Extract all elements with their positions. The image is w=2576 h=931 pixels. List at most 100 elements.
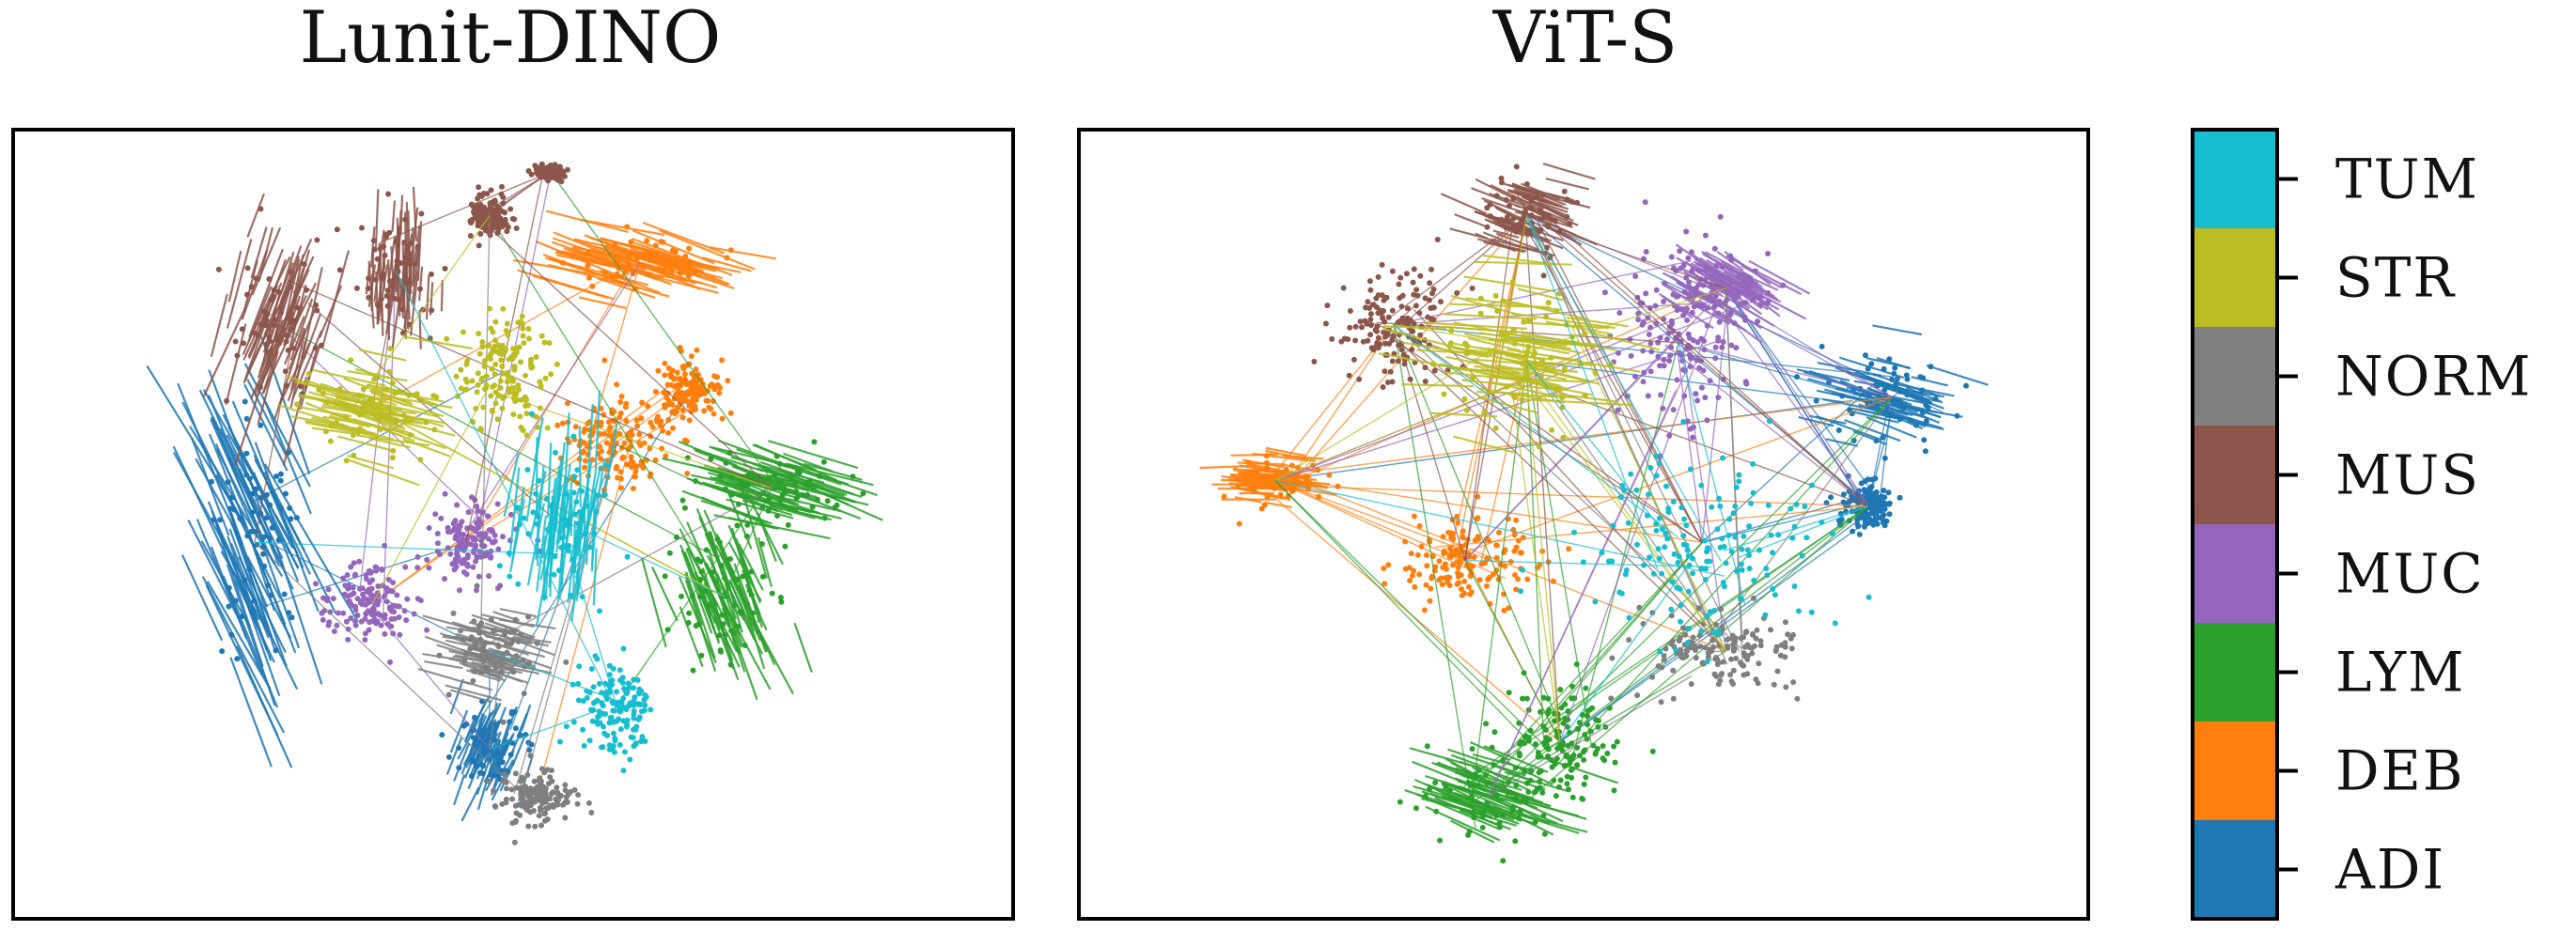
streak-mus xyxy=(1521,194,1567,216)
point-str xyxy=(386,368,393,375)
streak-adi xyxy=(1926,364,1989,386)
point-tum xyxy=(1678,618,1683,625)
point-tum xyxy=(579,488,585,494)
point-muc xyxy=(362,630,368,637)
connection-norm xyxy=(1488,675,1693,798)
point-deb xyxy=(637,442,644,448)
point-muc xyxy=(451,527,457,534)
point-adi xyxy=(277,471,284,477)
connection-mus xyxy=(1525,236,1561,742)
point-adi xyxy=(1819,343,1825,349)
streak-str xyxy=(313,368,386,387)
point-muc xyxy=(1666,432,1673,439)
point-tum xyxy=(559,535,566,541)
streak-mus xyxy=(1542,163,1596,180)
point-deb xyxy=(614,252,620,258)
point-mus xyxy=(278,309,285,316)
streak-str xyxy=(347,370,408,382)
point-deb xyxy=(656,266,663,272)
point-deb xyxy=(589,457,596,463)
point-mus xyxy=(1528,197,1535,204)
point-str xyxy=(387,346,394,351)
point-mus xyxy=(1506,203,1512,209)
point-muc xyxy=(426,525,432,531)
connection-mus xyxy=(1397,340,1466,561)
point-norm xyxy=(1757,643,1764,649)
point-muc xyxy=(1711,245,1718,252)
point-muc xyxy=(461,537,467,544)
point-norm xyxy=(508,786,515,793)
streak-adi xyxy=(449,709,469,753)
point-deb xyxy=(1484,582,1490,589)
point-muc xyxy=(1685,255,1692,261)
streak-str xyxy=(1490,380,1557,398)
point-str xyxy=(1575,323,1582,330)
point-mus xyxy=(564,166,570,173)
point-mus xyxy=(1340,285,1347,291)
point-norm xyxy=(499,669,505,675)
point-lym xyxy=(1484,780,1491,786)
point-mus xyxy=(301,261,307,268)
point-str xyxy=(382,386,389,393)
point-mus xyxy=(258,321,264,328)
point-norm xyxy=(470,677,476,684)
point-tum xyxy=(575,520,581,527)
point-tum xyxy=(1571,529,1577,535)
streak-lym xyxy=(651,566,679,622)
point-tum xyxy=(631,711,637,717)
point-norm xyxy=(503,785,509,792)
point-str xyxy=(1463,350,1470,357)
point-norm xyxy=(510,669,517,675)
point-tum xyxy=(545,526,552,533)
point-deb xyxy=(658,239,664,245)
point-deb xyxy=(645,248,651,255)
point-lym xyxy=(1649,748,1656,754)
point-tum xyxy=(1746,523,1753,530)
connection-deb xyxy=(371,380,687,605)
point-mus xyxy=(417,286,423,292)
point-muc xyxy=(1670,407,1677,413)
point-deb xyxy=(1421,607,1428,613)
streak-tum xyxy=(585,472,597,535)
point-str xyxy=(336,387,343,394)
streak-deb xyxy=(1265,446,1307,458)
point-lym xyxy=(1525,789,1532,795)
point-str xyxy=(389,455,396,461)
point-tum xyxy=(610,700,617,706)
point-muc xyxy=(1681,307,1688,313)
point-deb xyxy=(621,440,628,446)
scatter-marks-lunit-dino xyxy=(146,161,883,846)
point-mus xyxy=(244,265,251,272)
point-mus xyxy=(283,338,289,345)
point-mus xyxy=(1513,163,1520,170)
point-deb xyxy=(1444,579,1451,585)
point-norm xyxy=(1636,604,1643,611)
connection-mus xyxy=(482,221,773,489)
point-muc xyxy=(1684,317,1691,323)
point-mus xyxy=(402,216,409,223)
point-lym xyxy=(698,568,705,575)
point-adi xyxy=(243,415,250,422)
streak-adi xyxy=(1859,398,1928,420)
point-tum xyxy=(588,666,595,672)
point-lym xyxy=(794,469,801,474)
point-muc xyxy=(434,531,441,536)
point-adi xyxy=(219,648,226,655)
point-muc xyxy=(1640,348,1647,354)
point-tum xyxy=(601,730,608,737)
point-muc xyxy=(385,577,392,582)
point-lym xyxy=(1465,831,1472,838)
point-tum xyxy=(1716,631,1723,637)
streak-str xyxy=(1382,325,1447,330)
streak-mus xyxy=(1510,190,1550,204)
point-mus xyxy=(1370,347,1377,353)
point-norm xyxy=(1670,667,1677,674)
point-tum xyxy=(1626,614,1632,621)
streak-str xyxy=(1511,312,1616,330)
point-mus xyxy=(359,225,365,231)
point-muc xyxy=(354,596,361,602)
point-mus xyxy=(1365,299,1371,305)
point-muc xyxy=(411,611,417,617)
point-tum xyxy=(1766,418,1772,425)
point-norm xyxy=(563,659,570,665)
